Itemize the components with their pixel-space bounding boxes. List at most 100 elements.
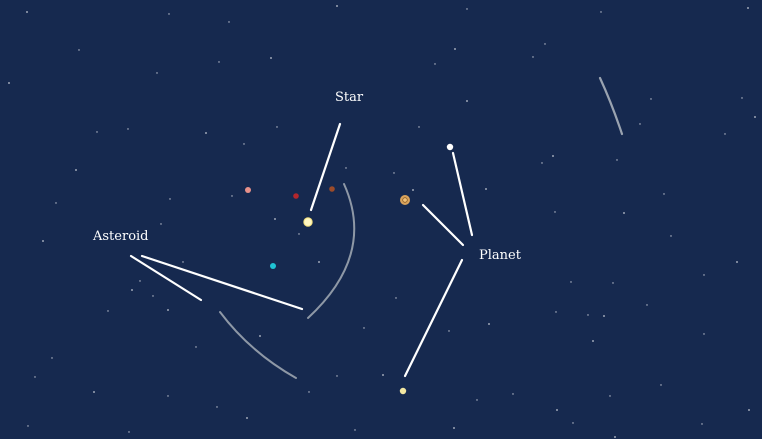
- star-label: Star: [335, 90, 364, 105]
- background-star: [55, 202, 57, 204]
- background-star: [127, 128, 129, 130]
- asteroid-label: Asteroid: [93, 229, 149, 244]
- background-star: [128, 431, 130, 433]
- background-star: [592, 340, 594, 342]
- background-star: [663, 193, 665, 195]
- planet-leader-line-2: [421, 203, 465, 247]
- background-star: [231, 195, 233, 197]
- background-star: [418, 126, 420, 128]
- background-star: [78, 49, 80, 51]
- background-star: [246, 417, 248, 419]
- background-star: [205, 132, 207, 134]
- background-star: [434, 63, 436, 65]
- background-star: [218, 61, 220, 63]
- background-star: [754, 116, 756, 118]
- background-star: [131, 289, 133, 291]
- background-star: [298, 233, 300, 235]
- background-star: [8, 82, 10, 84]
- background-star: [274, 218, 276, 220]
- background-star: [318, 261, 320, 263]
- asteroid-trail-center: [307, 183, 356, 319]
- background-star: [382, 374, 384, 376]
- background-star: [156, 72, 158, 74]
- background-star: [552, 155, 554, 157]
- asteroid-leader-line-2: [140, 254, 304, 311]
- background-star: [345, 167, 347, 169]
- dot-red: [293, 193, 299, 199]
- background-star: [701, 423, 703, 425]
- background-star: [541, 162, 543, 164]
- background-star: [747, 7, 749, 9]
- background-star: [276, 126, 278, 128]
- planet-white: [446, 143, 454, 151]
- background-star: [554, 211, 556, 213]
- background-star: [243, 143, 245, 145]
- background-star: [27, 425, 29, 427]
- background-star: [485, 188, 487, 190]
- background-star: [600, 11, 602, 13]
- background-star: [182, 261, 184, 263]
- background-star: [544, 43, 546, 45]
- background-star: [308, 391, 310, 393]
- background-star: [228, 21, 230, 23]
- asteroid-leader-line-1: [129, 254, 203, 302]
- background-star: [195, 346, 197, 348]
- background-star: [395, 297, 397, 299]
- background-star: [612, 282, 614, 284]
- starfield: [8, 5, 756, 438]
- background-star: [603, 315, 605, 317]
- background-star: [570, 281, 572, 283]
- background-star: [169, 198, 171, 200]
- background-star: [736, 261, 738, 263]
- planet-leader-line-1: [451, 151, 474, 237]
- background-star: [466, 8, 468, 10]
- background-star: [703, 333, 705, 335]
- background-star: [512, 393, 514, 395]
- background-star: [26, 11, 28, 13]
- background-star: [609, 395, 611, 397]
- background-star: [572, 422, 574, 424]
- planet-leader-line-3: [403, 258, 464, 378]
- background-star: [152, 295, 154, 297]
- background-star: [556, 409, 558, 411]
- background-star: [488, 323, 490, 325]
- background-star: [363, 327, 365, 329]
- background-star: [670, 235, 672, 237]
- leader-lines: [129, 122, 474, 378]
- background-star: [623, 212, 625, 214]
- planet-label: Planet: [479, 248, 521, 263]
- background-star: [354, 429, 356, 431]
- background-star: [748, 409, 750, 411]
- background-star: [532, 56, 534, 58]
- background-star: [393, 172, 395, 174]
- background-star: [639, 123, 641, 125]
- background-star: [51, 357, 53, 359]
- background-star: [587, 314, 589, 316]
- background-star: [107, 310, 109, 312]
- background-star: [448, 330, 450, 332]
- background-star: [724, 133, 726, 135]
- dot-cyan: [270, 263, 276, 269]
- asteroid-trail-left: [219, 311, 297, 379]
- background-star: [336, 375, 338, 377]
- background-star: [614, 436, 616, 438]
- star-leader-line: [309, 122, 342, 212]
- planet-yellow: [399, 387, 407, 395]
- background-star: [42, 240, 44, 242]
- background-star: [216, 406, 218, 408]
- background-star: [167, 395, 169, 397]
- background-star: [454, 48, 456, 50]
- background-star: [555, 311, 557, 313]
- background-star: [34, 376, 36, 378]
- background-star: [336, 5, 338, 7]
- background-star: [139, 280, 141, 282]
- background-star: [75, 169, 77, 171]
- background-star: [616, 159, 618, 161]
- background-star: [646, 304, 648, 306]
- background-star: [96, 131, 98, 133]
- background-star: [703, 274, 705, 276]
- background-star: [453, 427, 455, 429]
- background-star: [650, 98, 652, 100]
